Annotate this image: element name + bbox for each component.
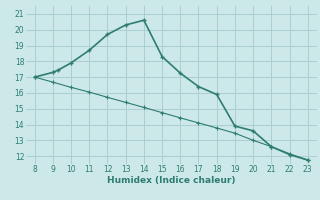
- X-axis label: Humidex (Indice chaleur): Humidex (Indice chaleur): [107, 176, 236, 185]
